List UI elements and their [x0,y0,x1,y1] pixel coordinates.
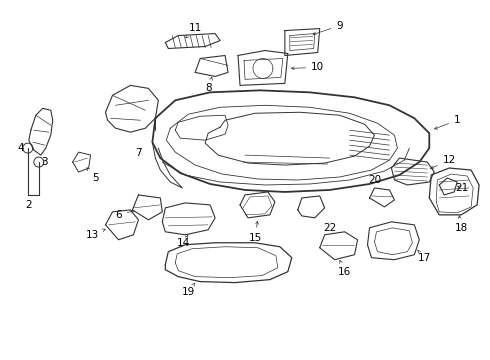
Text: 16: 16 [338,260,351,276]
Text: 20: 20 [368,175,381,185]
Text: 2: 2 [25,200,32,210]
Text: 4: 4 [18,143,24,153]
Text: 7: 7 [135,148,142,158]
Text: 21: 21 [456,183,469,193]
Text: 12: 12 [431,155,456,169]
Text: 18: 18 [455,216,468,233]
Text: 19: 19 [182,283,195,297]
Text: 6: 6 [115,210,134,220]
Text: 10: 10 [292,62,324,72]
Text: 9: 9 [313,21,343,35]
Text: 8: 8 [205,77,212,93]
Text: 5: 5 [87,168,99,183]
Text: 14: 14 [176,235,190,248]
Text: 17: 17 [417,250,431,263]
Text: 22: 22 [323,223,336,233]
Text: 11: 11 [186,23,202,38]
Text: 15: 15 [248,221,262,243]
Text: 13: 13 [86,229,105,240]
Text: 3: 3 [42,157,48,167]
Text: 1: 1 [435,115,461,129]
